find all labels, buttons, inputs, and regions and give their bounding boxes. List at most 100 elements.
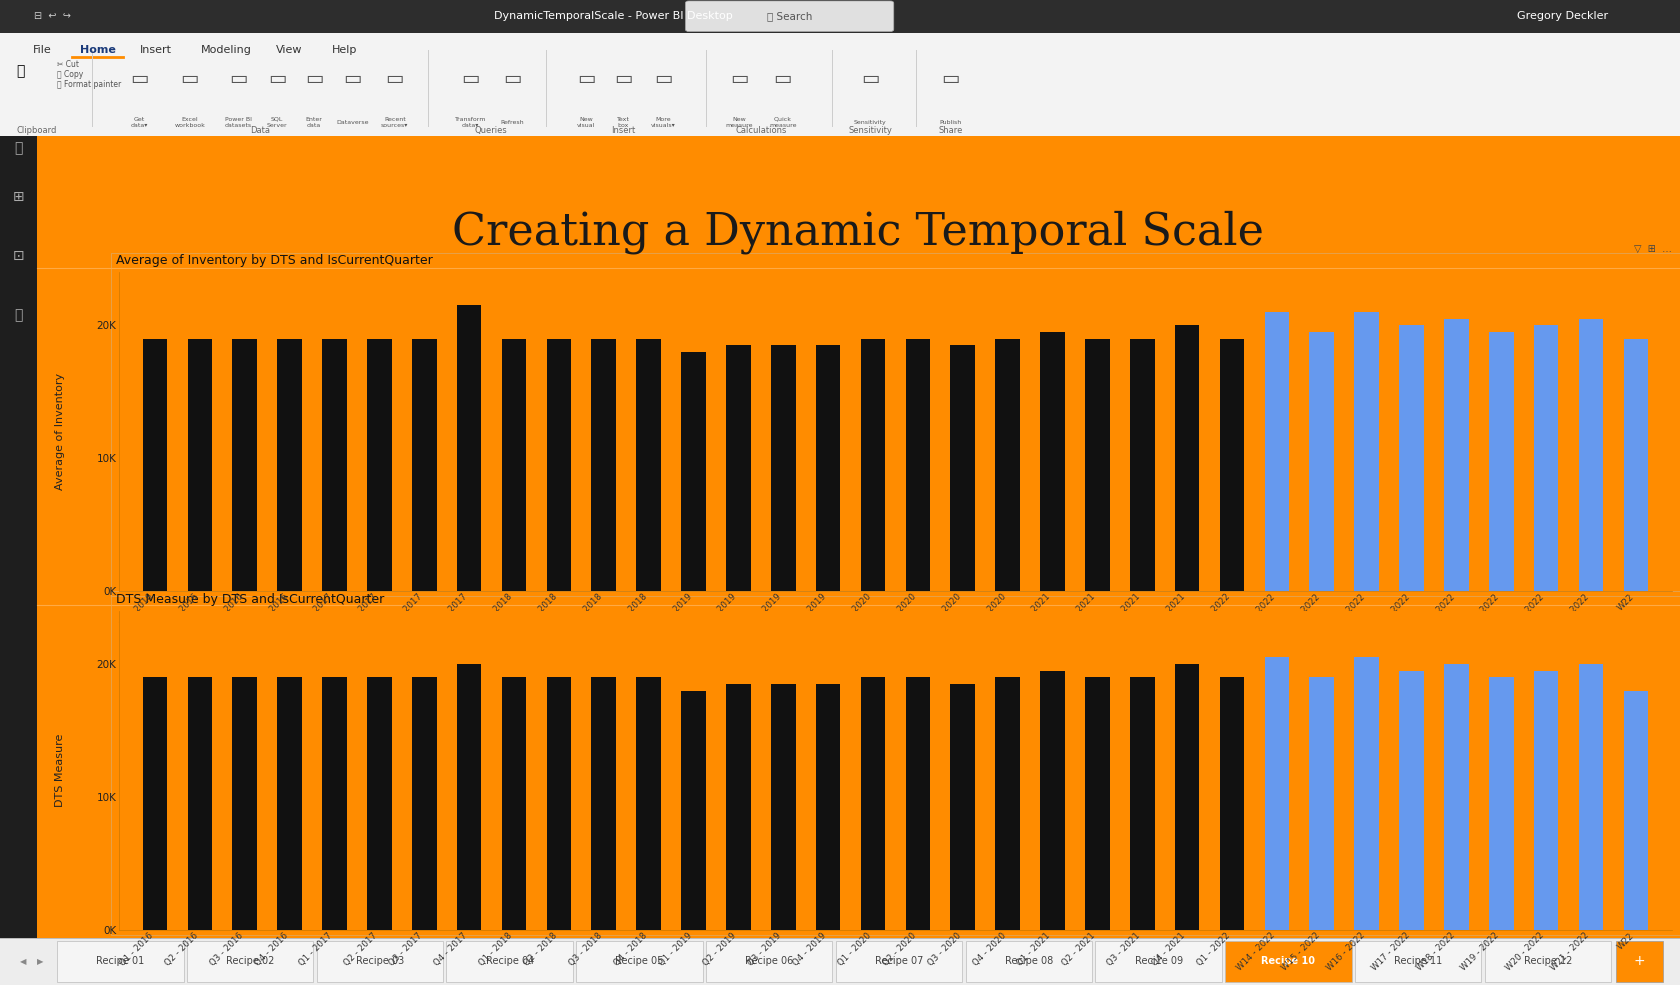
Text: Get
data▾: Get data▾ (131, 117, 148, 127)
Text: ▽  ⊞  …: ▽ ⊞ … (1633, 243, 1672, 253)
Bar (1085, 678, 1110, 930)
Text: Recent
sources▾: Recent sources▾ (381, 117, 408, 127)
Text: ▭: ▭ (942, 69, 959, 88)
Bar (906, 339, 931, 591)
Bar (1399, 671, 1425, 930)
Bar (966, 941, 1092, 982)
Text: 🔍 Search: 🔍 Search (766, 11, 813, 22)
Text: ▭: ▭ (386, 69, 403, 88)
Text: Recipe 04: Recipe 04 (486, 956, 534, 966)
Bar (1616, 941, 1663, 982)
Text: Average of Inventory by DTS and IsCurrentQuarter: Average of Inventory by DTS and IsCurren… (116, 254, 432, 267)
Text: Excel
workbook: Excel workbook (175, 117, 205, 127)
Text: 📊: 📊 (15, 141, 22, 155)
Text: ▭: ▭ (181, 69, 198, 88)
Bar (1174, 664, 1200, 930)
Bar (951, 684, 974, 930)
Text: ▶: ▶ (37, 956, 44, 966)
Text: ▭: ▭ (862, 69, 879, 88)
Bar (1579, 319, 1603, 591)
Bar (951, 346, 974, 591)
Bar (1040, 332, 1065, 591)
Text: DTS Measure by DTS and IsCurrentQuarter: DTS Measure by DTS and IsCurrentQuarter (116, 593, 385, 606)
Text: Power BI
datasets: Power BI datasets (225, 117, 252, 127)
Text: Sensitivity: Sensitivity (848, 125, 892, 135)
Bar (502, 339, 526, 591)
Text: Text
box: Text box (617, 117, 630, 127)
Y-axis label: Average of Inventory: Average of Inventory (55, 373, 66, 491)
Bar (1488, 678, 1514, 930)
Bar (1085, 339, 1110, 591)
Bar (1220, 339, 1245, 591)
Text: View: View (276, 45, 302, 55)
Text: New
visual: New visual (578, 117, 595, 127)
Bar (277, 678, 302, 930)
Bar (366, 678, 391, 930)
Bar (1356, 941, 1482, 982)
Bar (143, 339, 168, 591)
Bar (0, 136, 37, 938)
Bar (546, 339, 571, 591)
Text: Creating a Dynamic Temporal Scale: Creating a Dynamic Temporal Scale (452, 211, 1265, 254)
Bar (906, 678, 931, 930)
Text: ⊞: ⊞ (13, 190, 24, 204)
Text: Recipe 10: Recipe 10 (1262, 956, 1315, 966)
Text: +: + (1635, 954, 1645, 968)
Text: ▭: ▭ (655, 69, 672, 88)
Bar (1534, 325, 1559, 591)
Text: Recipe 06: Recipe 06 (746, 956, 793, 966)
Text: Gregory Deckler: Gregory Deckler (1517, 11, 1608, 22)
Bar (143, 678, 168, 930)
Bar (726, 346, 751, 591)
Text: Modeling: Modeling (202, 45, 252, 55)
Text: Help: Help (331, 45, 358, 55)
Text: Home: Home (79, 45, 116, 55)
Bar (0, 938, 1680, 985)
Text: Recipe 02: Recipe 02 (225, 956, 274, 966)
Bar (816, 346, 840, 591)
Y-axis label: DTS Measure: DTS Measure (55, 734, 66, 807)
Text: File: File (32, 45, 52, 55)
Bar (816, 684, 840, 930)
Bar (457, 664, 482, 930)
Bar (1225, 941, 1352, 982)
Text: ▭: ▭ (344, 69, 361, 88)
Bar (186, 941, 312, 982)
Text: 🖌 Format painter: 🖌 Format painter (57, 80, 121, 89)
Bar (1445, 319, 1468, 591)
Bar (1309, 332, 1334, 591)
Bar (0, 33, 1680, 136)
Bar (188, 678, 212, 930)
Bar (680, 690, 706, 930)
Text: Recipe 01: Recipe 01 (96, 956, 144, 966)
Bar (1399, 325, 1425, 591)
Text: Clipboard: Clipboard (17, 125, 57, 135)
Text: Recipe 07: Recipe 07 (875, 956, 924, 966)
Text: Share: Share (939, 125, 963, 135)
Bar (576, 941, 702, 982)
Text: ▭: ▭ (615, 69, 632, 88)
Bar (860, 339, 885, 591)
Text: Refresh: Refresh (501, 119, 524, 125)
Text: Recipe 08: Recipe 08 (1005, 956, 1053, 966)
Bar (1623, 339, 1648, 591)
Bar (366, 339, 391, 591)
Text: Recipe 03: Recipe 03 (356, 956, 403, 966)
Bar (37, 136, 1680, 938)
Text: Reci1e 09: Reci1e 09 (1134, 956, 1183, 966)
FancyBboxPatch shape (685, 1, 894, 32)
Text: ✂ Cut: ✂ Cut (57, 60, 79, 69)
Bar (1174, 325, 1200, 591)
Text: ▭: ▭ (462, 69, 479, 88)
Bar (323, 339, 346, 591)
Bar (232, 339, 257, 591)
Bar (1265, 312, 1289, 591)
Bar (1579, 664, 1603, 930)
Bar (637, 339, 660, 591)
Bar (1040, 671, 1065, 930)
Text: Recipe 12: Recipe 12 (1524, 956, 1572, 966)
Bar (1623, 690, 1648, 930)
Text: ⊡: ⊡ (13, 249, 24, 263)
Bar (1488, 332, 1514, 591)
Text: Insert: Insert (612, 125, 635, 135)
